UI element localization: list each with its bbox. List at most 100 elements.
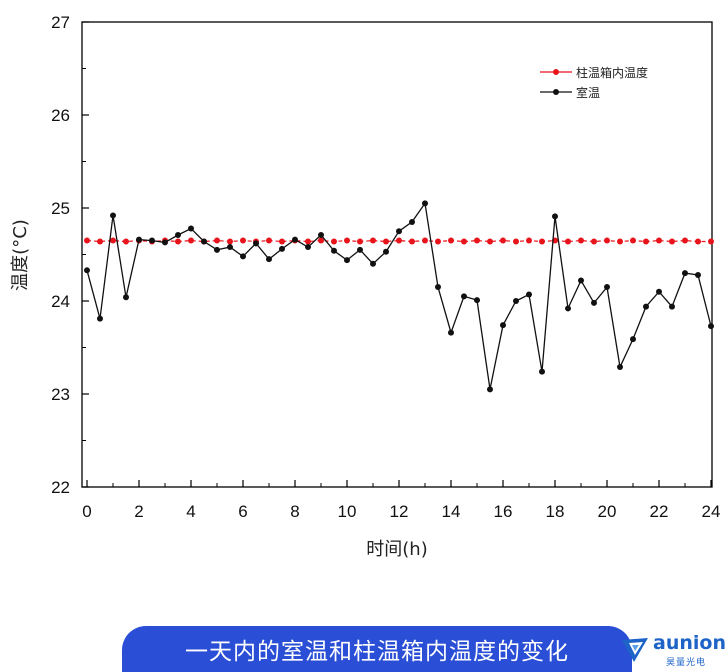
data-point-column-temp [110, 237, 116, 244]
x-axis-title: 时间(h) [366, 539, 427, 560]
legend-marker-room-temp [553, 89, 559, 95]
data-point-column-temp [643, 238, 649, 245]
data-point-column-temp [188, 237, 194, 244]
data-point-room-temp [253, 240, 259, 247]
x-tick-label: 12 [390, 502, 409, 521]
data-point-column-temp [513, 238, 519, 245]
data-point-room-temp [370, 260, 376, 267]
data-point-column-temp [539, 238, 545, 245]
x-tick-label: 20 [598, 502, 617, 521]
data-point-column-temp [422, 237, 428, 244]
data-point-room-temp [149, 237, 155, 244]
data-point-room-temp [617, 364, 623, 371]
data-point-column-temp [227, 238, 233, 245]
data-point-room-temp [435, 284, 441, 291]
data-point-column-temp [279, 238, 285, 245]
data-point-column-temp [669, 238, 675, 245]
x-tick-label: 0 [82, 502, 91, 521]
data-point-room-temp [396, 228, 402, 235]
data-point-room-temp [305, 244, 311, 251]
legend-marker-column-temp [553, 69, 559, 75]
data-point-room-temp [162, 239, 168, 246]
data-point-column-temp [591, 238, 597, 245]
data-point-room-temp [175, 231, 181, 238]
data-point-column-temp [357, 238, 363, 245]
data-point-room-temp [669, 303, 675, 310]
data-point-column-temp [266, 237, 272, 244]
y-tick-label: 24 [51, 292, 70, 311]
data-point-column-temp [487, 238, 493, 245]
data-point-room-temp [383, 248, 389, 255]
data-point-column-temp [396, 237, 402, 244]
data-point-column-temp [682, 237, 688, 244]
data-point-room-temp [591, 299, 597, 306]
data-point-room-temp [318, 231, 324, 238]
y-tick-label: 22 [51, 478, 70, 497]
y-tick-label: 27 [51, 13, 70, 32]
data-point-column-temp [656, 237, 662, 244]
data-point-column-temp [526, 237, 532, 244]
data-point-column-temp [500, 237, 506, 244]
data-point-room-temp [84, 267, 90, 274]
data-point-column-temp [318, 237, 324, 244]
data-point-room-temp [513, 298, 519, 304]
data-point-column-temp [84, 237, 90, 244]
data-point-room-temp [461, 293, 467, 300]
data-point-column-temp [604, 237, 610, 244]
series-layer [84, 200, 714, 393]
x-tick-label: 18 [546, 502, 565, 521]
data-point-room-temp [487, 386, 493, 393]
data-point-room-temp [266, 256, 272, 263]
data-point-column-temp [370, 237, 376, 244]
x-tick-label: 8 [290, 502, 299, 521]
data-point-column-temp [565, 238, 571, 245]
brand-name: aunion [653, 632, 726, 654]
x-tick-label: 14 [442, 502, 461, 521]
data-point-column-temp [630, 237, 636, 244]
y-tick-label: 23 [51, 385, 70, 404]
data-point-room-temp [539, 368, 545, 375]
data-point-column-temp [409, 238, 415, 245]
data-point-column-temp [305, 238, 311, 245]
data-point-room-temp [201, 238, 207, 245]
data-point-room-temp [357, 246, 363, 253]
data-point-column-temp [383, 238, 389, 245]
x-tick-label: 6 [238, 502, 247, 521]
data-point-room-temp [643, 303, 649, 310]
x-tick-label: 2 [134, 502, 143, 521]
data-point-column-temp [617, 238, 623, 245]
data-point-room-temp [422, 200, 428, 207]
data-point-room-temp [409, 218, 415, 225]
data-point-room-temp [136, 236, 142, 243]
caption-text: 一天内的室温和柱温箱内温度的变化 [185, 639, 569, 665]
data-point-room-temp [682, 270, 688, 277]
legend-label-room-temp: 室温 [576, 85, 600, 100]
data-point-room-temp [292, 236, 298, 243]
data-point-column-temp [578, 237, 584, 244]
data-point-room-temp [188, 225, 194, 232]
data-point-column-temp [175, 238, 181, 245]
data-point-column-temp [214, 237, 220, 244]
data-point-room-temp [448, 329, 454, 336]
data-point-room-temp [630, 336, 636, 343]
data-point-column-temp [331, 238, 337, 245]
brand-subtitle: 昊量光电 [666, 658, 707, 668]
legend: 柱温箱内温度 室温 [540, 65, 648, 100]
legend-label-column-temp: 柱温箱内温度 [576, 65, 648, 80]
data-point-column-temp [123, 238, 129, 245]
data-point-room-temp [344, 257, 350, 264]
data-point-room-temp [123, 294, 129, 301]
data-point-room-temp [656, 288, 662, 295]
data-point-room-temp [526, 291, 532, 298]
data-point-room-temp [708, 323, 714, 330]
x-tick-label: 16 [494, 502, 513, 521]
caption-banner: 一天内的室温和柱温箱内温度的变化 [122, 626, 632, 672]
data-point-room-temp [240, 253, 246, 260]
x-tick-label: 4 [186, 502, 195, 521]
data-point-room-temp [331, 247, 337, 254]
brand-logo: aunion 昊量光电 [620, 632, 726, 668]
data-point-column-temp [97, 238, 103, 245]
y-axis-title: 温度(°C) [10, 219, 31, 291]
